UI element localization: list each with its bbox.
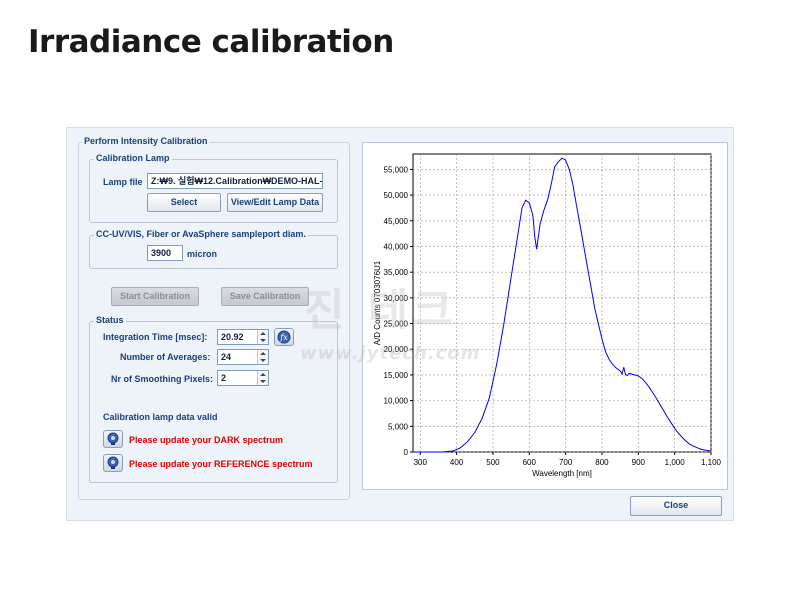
watermark-url: www.jytech.com [300,343,481,364]
calibration-lamp-group: Calibration Lamp [89,153,338,223]
y-axis-label: A/D Counts 0703076U1 [373,260,382,345]
start-calibration-label: Start Calibration [119,291,190,301]
x-tick-label: 400 [450,458,464,467]
reference-warning-button[interactable] [103,454,123,472]
x-tick-label: 600 [523,458,537,467]
integration-time-value: 20.92 [221,332,244,342]
close-button-label: Close [663,500,689,510]
select-button[interactable]: Select [147,193,221,212]
select-button-label: Select [170,197,198,207]
function-icon: fx [277,330,291,344]
micron-unit-label: micron [187,249,218,259]
status-title: Status [94,315,126,325]
lamp-file-label: Lamp file [103,177,143,187]
svg-text:fx: fx [279,333,288,342]
lamp-file-field[interactable]: Z:₩9. 실험₩12.Calibration₩DEMO-HAL-1( [147,173,323,189]
view-edit-button-label: View/Edit Lamp Data [230,197,320,207]
lightbulb-icon [107,456,119,469]
y-tick-label: 25,000 [384,320,409,329]
x-axis-label: Wavelength [nm] [532,469,592,478]
close-button[interactable]: Close [630,496,722,516]
sampleport-group: CC-UV/VIS, Fiber or AvaSphere sampleport… [89,229,338,269]
averages-spinner[interactable]: 24 [217,349,269,365]
smoothing-value: 2 [221,373,227,383]
save-calibration-button[interactable]: Save Calibration [221,287,309,306]
y-tick-label: 30,000 [384,294,409,303]
sampleport-title: CC-UV/VIS, Fiber or AvaSphere sampleport… [94,229,308,239]
lamp-valid-text: Calibration lamp data valid [103,412,218,422]
perform-calibration-group: Perform Intensity Calibration [78,136,350,500]
y-tick-label: 0 [404,448,409,457]
integration-time-spinner[interactable]: 20.92 [217,329,269,345]
start-calibration-button[interactable]: Start Calibration [111,287,199,306]
spectrum-chart-panel: 300 400 500 600 700 800 900 1,000 1,100 0 5,000 10,… [362,142,728,490]
save-calibration-label: Save Calibration [229,291,301,301]
x-tick-label: 800 [595,458,609,467]
y-tick-label: 5,000 [388,422,409,431]
dark-warning-message: Please update your DARK spectrum [129,435,284,445]
plot-area [412,153,712,453]
integration-time-label: Integration Time [msec]: [103,332,208,342]
lightbulb-icon [107,432,119,445]
y-tick-label: 40,000 [384,242,409,251]
smoothing-label: Nr of Smoothing Pixels: [111,374,214,384]
perform-calibration-title: Perform Intensity Calibration [82,136,210,146]
y-tick-label: 45,000 [384,217,409,226]
y-tick-label: 50,000 [384,191,409,200]
x-tick-label: 300 [414,458,428,467]
smoothing-spinner[interactable]: 2 [217,370,269,386]
calibration-lamp-title: Calibration Lamp [94,153,172,163]
averages-value: 24 [221,352,232,362]
averages-arrows[interactable] [257,350,268,364]
sampleport-diameter-input[interactable]: 3900 [147,245,183,261]
view-edit-lamp-data-button[interactable]: View/Edit Lamp Data [227,193,323,212]
x-tick-label: 500 [486,458,500,467]
integration-time-arrows[interactable] [257,330,268,344]
y-tick-label: 55,000 [384,165,409,174]
spectrum-series-line [413,157,712,453]
y-tick-label: 10,000 [384,397,409,406]
x-tick-label: 900 [632,458,646,467]
watermark-logo: 진 테크 [304,285,457,336]
y-tick-label: 35,000 [384,268,409,277]
dark-warning-button[interactable] [103,430,123,448]
status-group: Status [89,315,338,483]
y-tick-label: 15,000 [384,371,409,380]
x-tick-label: 1,100 [701,458,722,467]
x-tick-label: 700 [559,458,573,467]
page-title: Irradiance calibration [28,24,394,60]
reference-warning-message: Please update your REFERENCE spectrum [129,459,313,469]
y-tick-label: 20,000 [384,345,409,354]
averages-label: Number of Averages: [120,352,211,362]
smoothing-arrows[interactable] [257,371,268,385]
x-tick-label: 1,000 [665,458,686,467]
auto-integration-button[interactable]: fx [274,328,294,346]
spectrum-chart: 300 400 500 600 700 800 900 1,000 1,100 0 5,000 10,… [373,153,722,478]
